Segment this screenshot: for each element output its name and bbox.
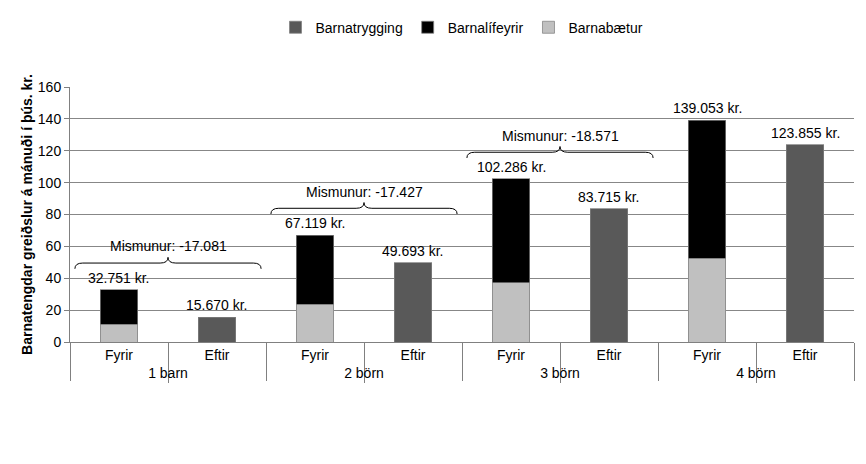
svg-text:139.053 kr.: 139.053 kr.	[673, 100, 742, 116]
svg-text:1 barn: 1 barn	[148, 365, 188, 381]
svg-text:3 börn: 3 börn	[540, 365, 580, 381]
svg-text:Fyrir: Fyrir	[301, 347, 329, 363]
svg-text:32.751 kr.: 32.751 kr.	[88, 270, 150, 286]
svg-text:67.119 kr.: 67.119 kr.	[285, 215, 345, 231]
svg-text:60: 60	[46, 238, 62, 254]
svg-text:2 börn: 2 börn	[344, 365, 384, 381]
svg-text:140: 140	[38, 111, 62, 127]
svg-text:20: 20	[46, 302, 62, 318]
svg-text:Eftir: Eftir	[597, 347, 622, 363]
svg-text:Fyrir: Fyrir	[693, 347, 721, 363]
svg-text:160: 160	[38, 79, 62, 95]
svg-text:0: 0	[53, 334, 61, 350]
svg-text:49.693 kr.: 49.693 kr.	[382, 243, 444, 259]
svg-text:Mismunur: -18.571: Mismunur: -18.571	[502, 128, 619, 144]
svg-text:Eftir: Eftir	[793, 347, 818, 363]
svg-text:Fyrir: Fyrir	[497, 347, 525, 363]
svg-text:Barnatengdar greiðslur á mánuð: Barnatengdar greiðslur á mánuði í þús. k…	[19, 74, 35, 355]
svg-text:Barnabætur: Barnabætur	[568, 20, 642, 36]
svg-text:123.855 kr.: 123.855 kr.	[771, 125, 840, 141]
svg-text:83.715 kr.: 83.715 kr.	[578, 189, 640, 205]
svg-text:Mismunur: -17.081: Mismunur: -17.081	[110, 238, 227, 254]
svg-text:Barnatrygging: Barnatrygging	[316, 20, 403, 36]
svg-text:120: 120	[38, 143, 62, 159]
svg-text:15.670 kr.: 15.670 kr.	[186, 297, 248, 313]
svg-text:40: 40	[46, 270, 62, 286]
svg-text:Mismunur: -17.427: Mismunur: -17.427	[306, 184, 423, 200]
svg-text:4 börn: 4 börn	[736, 365, 776, 381]
svg-text:80: 80	[46, 206, 62, 222]
svg-text:102.286 kr.: 102.286 kr.	[477, 159, 546, 175]
svg-text:Eftir: Eftir	[401, 347, 426, 363]
svg-text:Eftir: Eftir	[205, 347, 230, 363]
svg-text:Barnalífeyrir: Barnalífeyrir	[448, 20, 524, 36]
svg-text:Fyrir: Fyrir	[105, 347, 133, 363]
svg-text:100: 100	[38, 175, 62, 191]
